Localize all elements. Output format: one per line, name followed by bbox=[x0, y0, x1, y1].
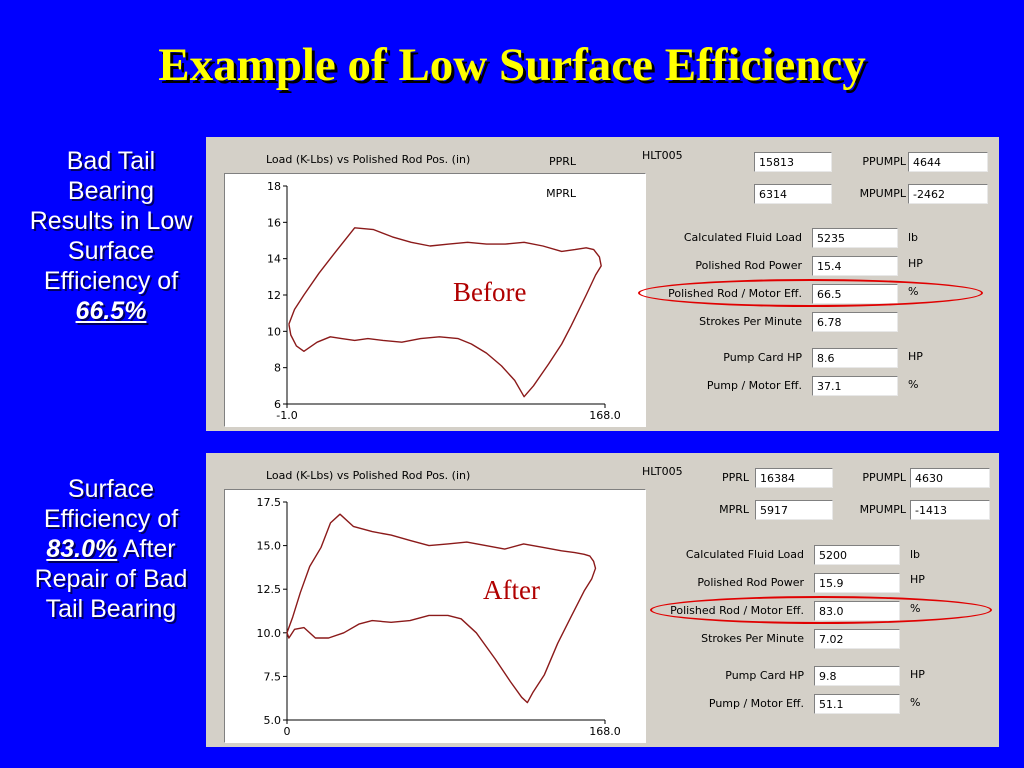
load-plot-frame: Load (K-Lbs) vs Polished Rod Pos. (in) 6… bbox=[212, 143, 646, 427]
pump-card-hp-field[interactable]: 9.8 bbox=[814, 666, 900, 686]
y-tick-label: 17.5 bbox=[257, 496, 282, 509]
before-stamp: Before bbox=[453, 277, 527, 307]
pump-motor-eff-label: Pump / Motor Eff. bbox=[708, 697, 804, 710]
well-label: HLT005 bbox=[642, 465, 683, 478]
plot-area: 6 8 10 12 14 16 18 -1.0 168.0 bbox=[224, 173, 646, 427]
pump-card-hp-field[interactable]: 8.6 bbox=[812, 348, 898, 368]
dynamometer-card-plot: 5.0 7.5 10.0 12.5 15.0 17.5 0 168.0 bbox=[257, 496, 621, 738]
mprl-field[interactable]: 6314 bbox=[754, 184, 832, 204]
y-tick-label: 12 bbox=[267, 289, 281, 302]
mpumpl-field[interactable]: -1413 bbox=[910, 500, 990, 520]
caption-before-text: Bad Tail Bearing Results in Low Surface … bbox=[29, 147, 193, 295]
caption-after-pre: Surface Efficiency of bbox=[43, 475, 179, 533]
pump-motor-eff-unit: % bbox=[908, 378, 919, 391]
mpumpl-label: MPUMPL bbox=[859, 187, 906, 200]
plot-title: Load (K-Lbs) vs Polished Rod Pos. (in) bbox=[266, 469, 471, 482]
plot-area: 5.0 7.5 10.0 12.5 15.0 17.5 0 168.0 bbox=[224, 489, 646, 743]
y-tick-label: 6 bbox=[274, 398, 281, 411]
y-tick-label: 5.0 bbox=[264, 714, 282, 727]
mpumpl-field[interactable]: -2462 bbox=[908, 184, 988, 204]
pump-card-hp-label: Pump Card HP bbox=[723, 351, 802, 364]
pump-motor-eff-unit: % bbox=[910, 696, 921, 709]
rod-power-field[interactable]: 15.9 bbox=[814, 573, 900, 593]
x-tick-label: 168.0 bbox=[589, 409, 621, 422]
pump-motor-eff-field[interactable]: 37.1 bbox=[812, 376, 898, 396]
well-label: HLT005 bbox=[642, 149, 683, 162]
caption-after-value: 83.0% bbox=[46, 535, 118, 563]
caption-after: Surface Efficiency of 83.0% After Repair… bbox=[24, 474, 198, 624]
load-plot-frame: Load (K-Lbs) vs Polished Rod Pos. (in) 5… bbox=[212, 459, 646, 743]
efficiency-highlight-ellipse bbox=[650, 596, 992, 624]
fluid-load-unit: lb bbox=[910, 548, 921, 561]
x-tick-label: 168.0 bbox=[589, 725, 621, 738]
mprl-field[interactable]: 5917 bbox=[755, 500, 833, 520]
y-tick-label: 7.5 bbox=[264, 670, 282, 683]
after-stamp: After bbox=[483, 575, 540, 605]
rod-power-unit: HP bbox=[910, 573, 925, 586]
x-tick-label: -1.0 bbox=[276, 409, 297, 422]
dynamometer-card-curve bbox=[288, 227, 602, 398]
y-tick-label: 18 bbox=[267, 180, 281, 193]
mpumpl-label: MPUMPL bbox=[859, 503, 906, 516]
ppumpl-field[interactable]: 4644 bbox=[908, 152, 988, 172]
rod-power-label: Polished Rod Power bbox=[697, 576, 804, 589]
pprl-label: PPRL bbox=[548, 155, 576, 168]
rod-power-label: Polished Rod Power bbox=[695, 259, 802, 272]
y-tick-label: 8 bbox=[274, 362, 281, 375]
rod-power-field[interactable]: 15.4 bbox=[812, 256, 898, 276]
spm-field[interactable]: 7.02 bbox=[814, 629, 900, 649]
pprl-field[interactable]: 15813 bbox=[754, 152, 832, 172]
ppumpl-label: PPUMPL bbox=[862, 471, 906, 484]
pprl-label: PPRL bbox=[721, 471, 749, 484]
mprl-label: MPRL bbox=[719, 503, 749, 516]
caption-after-post: After Repair of Bad Tail Bearing bbox=[34, 535, 188, 623]
pump-motor-eff-label: Pump / Motor Eff. bbox=[706, 379, 802, 392]
fluid-load-field[interactable]: 5200 bbox=[814, 545, 900, 565]
pump-motor-eff-field[interactable]: 51.1 bbox=[814, 694, 900, 714]
spm-field[interactable]: 6.78 bbox=[812, 312, 898, 332]
y-tick-label: 16 bbox=[267, 216, 281, 229]
caption-before-value: 66.5% bbox=[75, 297, 147, 325]
fluid-load-label: Calculated Fluid Load bbox=[685, 548, 804, 561]
x-tick-label: 0 bbox=[284, 725, 291, 738]
y-tick-label: 10.0 bbox=[257, 627, 282, 640]
spm-label: Strokes Per Minute bbox=[699, 315, 802, 328]
slide-title: Example of Low Surface Efficiency bbox=[158, 39, 866, 91]
ppumpl-label: PPUMPL bbox=[862, 155, 906, 168]
y-tick-label: 12.5 bbox=[257, 583, 282, 596]
fluid-load-label: Calculated Fluid Load bbox=[683, 231, 802, 244]
plot-title: Load (K-Lbs) vs Polished Rod Pos. (in) bbox=[266, 153, 471, 166]
spm-label: Strokes Per Minute bbox=[701, 632, 804, 645]
rod-power-unit: HP bbox=[908, 257, 923, 270]
mprl-label: MPRL bbox=[546, 187, 576, 200]
pprl-field[interactable]: 16384 bbox=[755, 468, 833, 488]
ppumpl-field[interactable]: 4630 bbox=[910, 468, 990, 488]
pump-card-hp-label: Pump Card HP bbox=[725, 669, 804, 682]
y-tick-label: 10 bbox=[267, 325, 281, 338]
caption-before: Bad Tail Bearing Results in Low Surface … bbox=[24, 146, 198, 326]
fluid-load-field[interactable]: 5235 bbox=[812, 228, 898, 248]
efficiency-highlight-ellipse bbox=[638, 279, 983, 307]
y-tick-label: 15.0 bbox=[257, 540, 282, 553]
y-tick-label: 14 bbox=[267, 253, 281, 266]
dynamometer-card-curve bbox=[286, 513, 597, 704]
pump-card-hp-unit: HP bbox=[908, 350, 923, 363]
dynamometer-card-plot: 6 8 10 12 14 16 18 -1.0 168.0 bbox=[267, 180, 621, 422]
pump-card-hp-unit: HP bbox=[910, 668, 925, 681]
fluid-load-unit: lb bbox=[908, 231, 919, 244]
